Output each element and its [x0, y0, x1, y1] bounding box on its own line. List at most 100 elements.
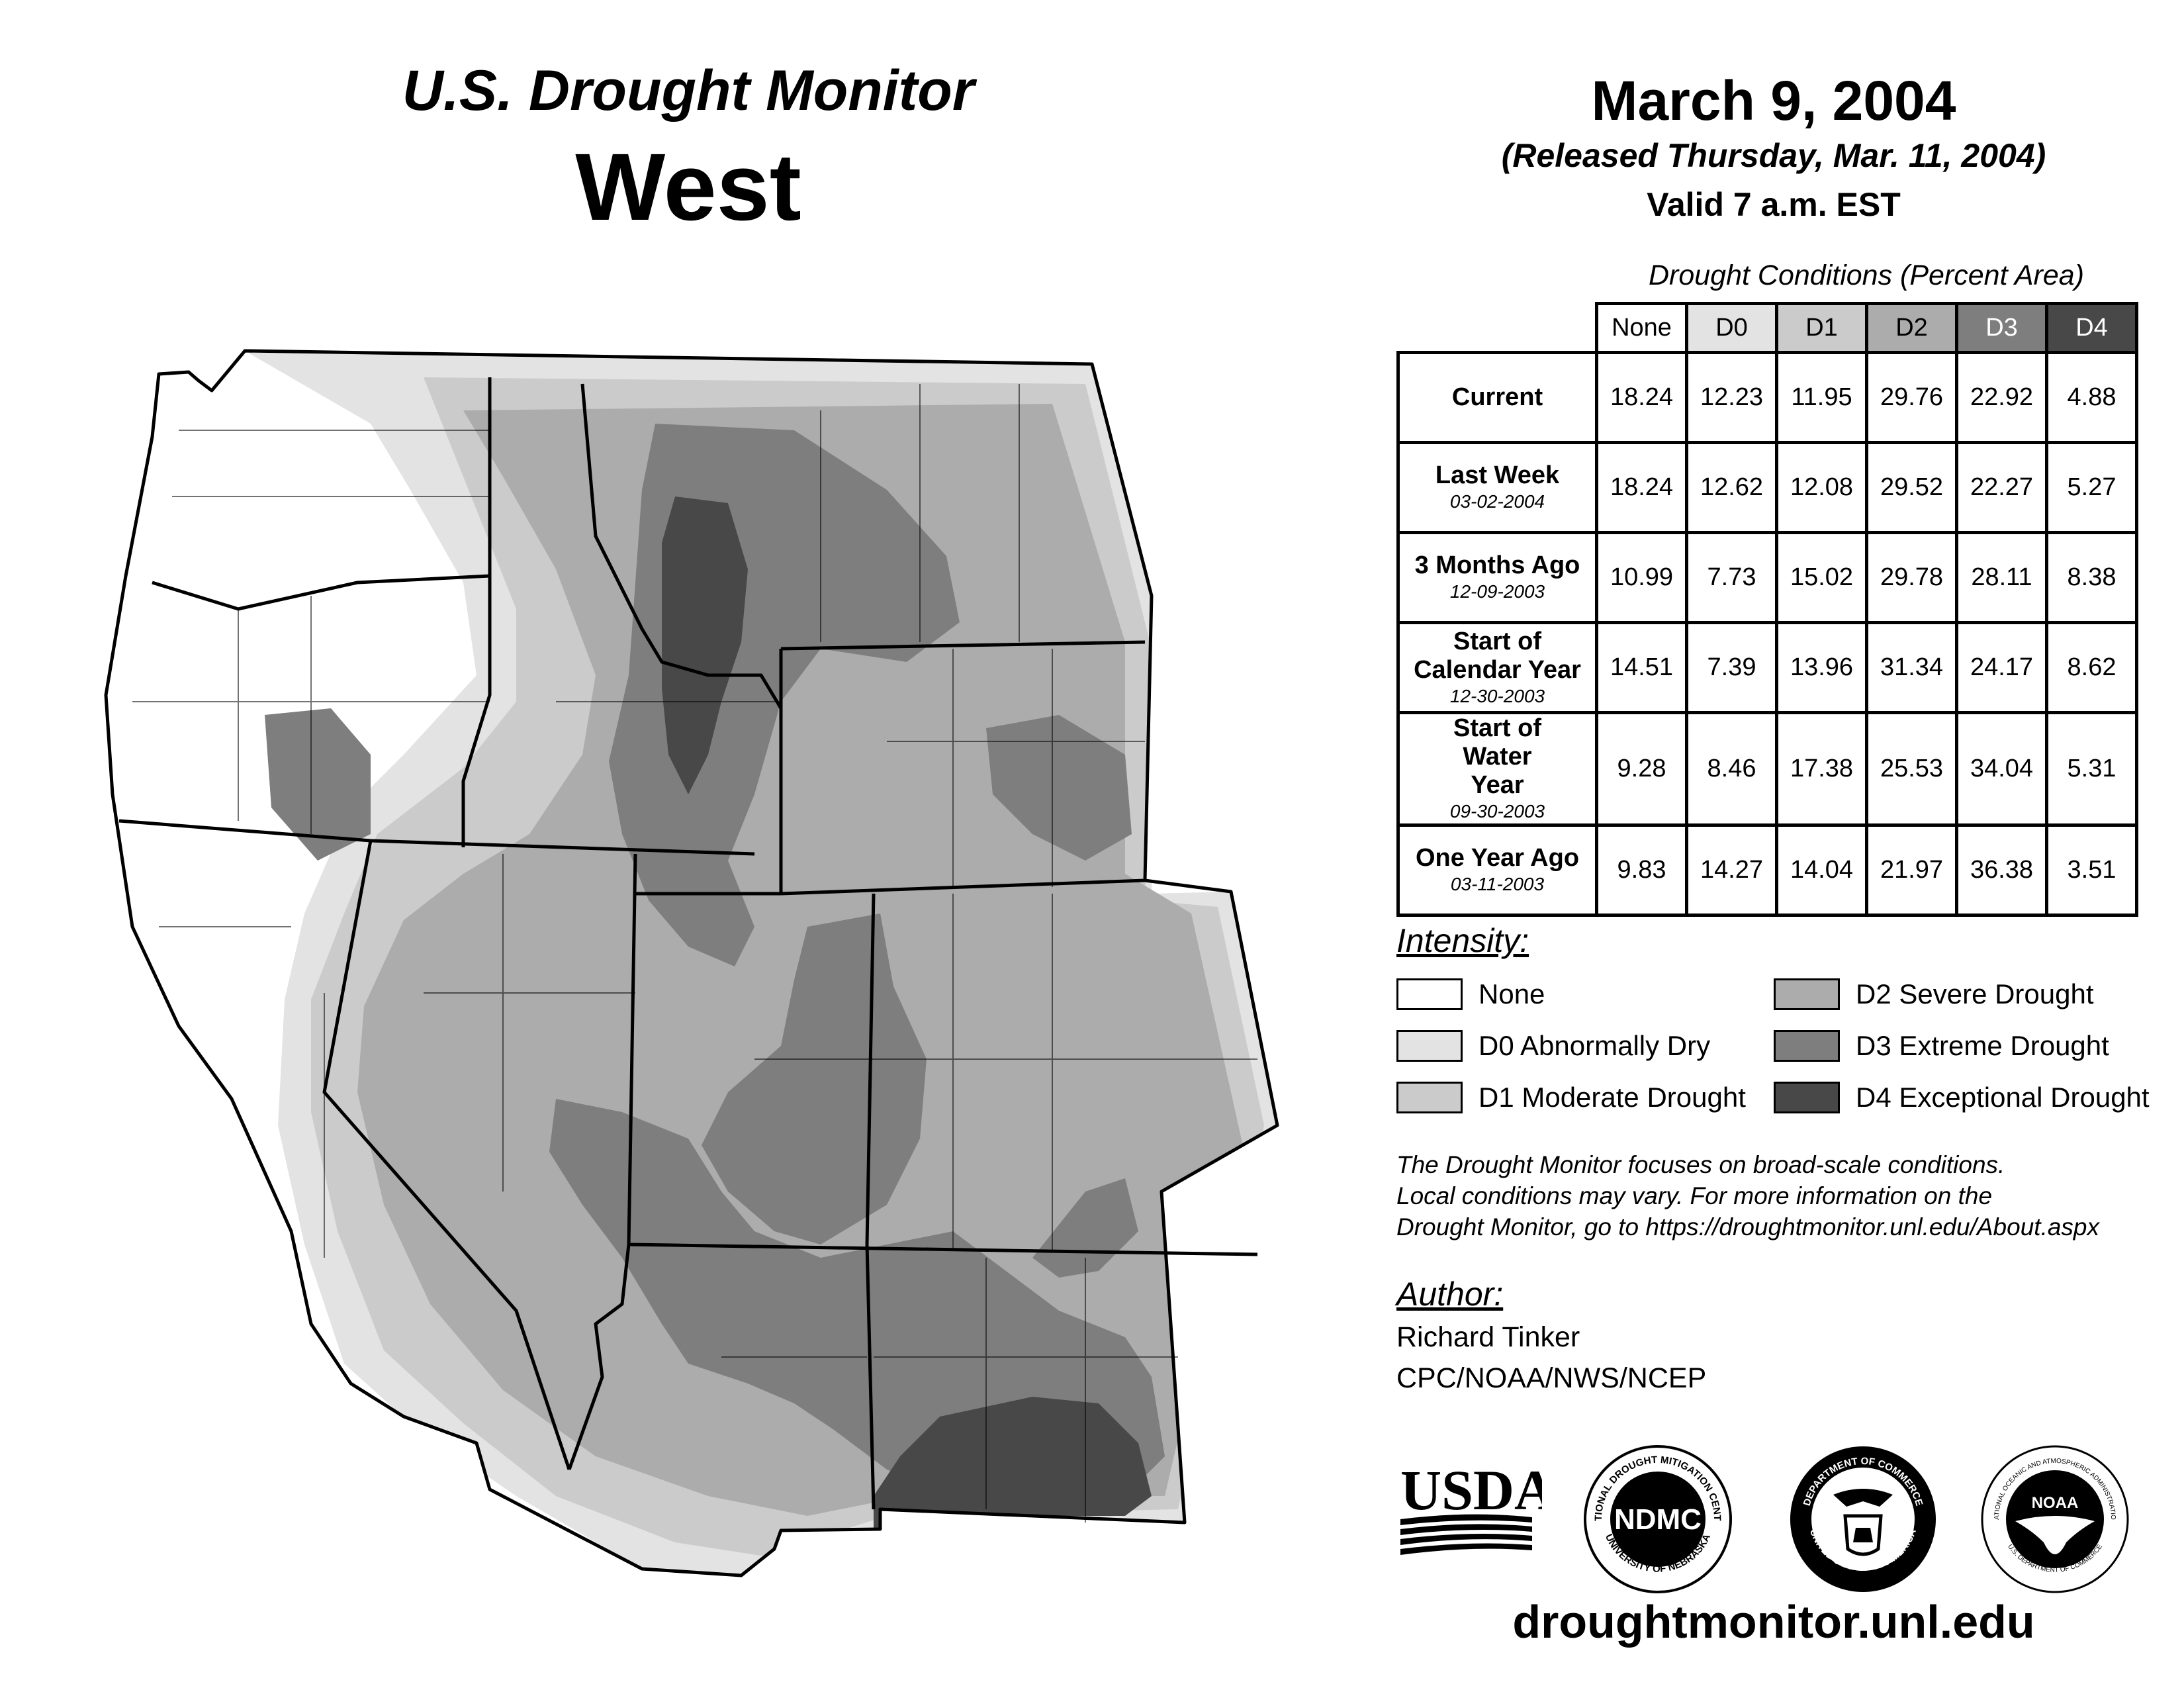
disclaimer-line: Local conditions may vary. For more info…: [1396, 1182, 1993, 1209]
nevada-utah-border: [627, 853, 637, 1245]
valid-time: Valid 7 a.m. EST: [1647, 186, 1901, 223]
row-label-text: Start of Calendar Year: [1414, 627, 1581, 684]
legend-item: None: [1396, 978, 1545, 1010]
table-cell: 18.24: [1595, 351, 1688, 444]
commerce-seal: DEPARTMENT OF COMMERCE UNITED STATES OF …: [1790, 1446, 1936, 1592]
table-cell: 12.23: [1685, 351, 1778, 444]
noaa-logo: NATIONAL OCEANIC AND ATMOSPHERIC ADMINIS…: [1979, 1443, 2129, 1593]
column-header: D3: [1955, 302, 2048, 354]
legend-title: Intensity:: [1396, 922, 1529, 959]
table-cell: 15.02: [1775, 531, 1868, 624]
state-boundaries: [104, 349, 1279, 1577]
table-cell: 11.95: [1775, 351, 1868, 444]
column-header: None: [1595, 302, 1688, 354]
table-cell: 4.88: [2045, 351, 2138, 444]
montana-wyoming-border: [780, 640, 1146, 651]
california-nevada-border: [322, 840, 571, 1470]
row-label: Start of Calendar Year 12-30-2003: [1396, 621, 1598, 714]
row-date: 12-30-2003: [1449, 685, 1545, 706]
table-cell: 24.17: [1955, 621, 2048, 714]
eagle-icon: [1833, 1489, 1893, 1507]
table-cell: 17.38: [1775, 711, 1868, 827]
row-label: 3 Months Ago 12-09-2003: [1396, 531, 1598, 624]
legend-label: D2 Severe Drought: [1856, 978, 2094, 1009]
column-header: D1: [1775, 302, 1868, 354]
ndmc-logo: NATIONAL DROUGHT MITIGATION CENTER UNIVE…: [1582, 1443, 1732, 1593]
table-row: One Year Ago 03-11-2003 9.83 14.27 14.04 …: [1396, 823, 2138, 917]
ndmc-logo-text: NDMC: [1614, 1503, 1702, 1536]
author-org: CPC/NOAA/NWS/NCEP: [1396, 1362, 1707, 1394]
legend-swatch: [1774, 1030, 1840, 1062]
row-label: Last Week 03-02-2004: [1396, 441, 1598, 534]
table-cell: 7.73: [1685, 531, 1778, 624]
table-cell: 14.04: [1775, 823, 1868, 917]
map-date: March 9, 2004: [1591, 70, 1956, 132]
usda-logo-text: USDA: [1400, 1458, 1542, 1522]
legend-item: D4 Exceptional Drought: [1774, 1082, 2150, 1113]
row-date: 12-09-2003: [1449, 581, 1545, 602]
idaho-west-border: [461, 377, 492, 847]
table-cell: 34.04: [1955, 711, 2048, 827]
table-cell: 28.11: [1955, 531, 2048, 624]
row-label: Start of Water Year 09-30-2003: [1396, 711, 1598, 827]
d3-extreme-drought-oregon: [265, 708, 371, 861]
four-corners-latitude: [628, 1243, 1258, 1256]
legend-swatch: [1396, 1082, 1463, 1113]
table-cell: 9.83: [1595, 823, 1688, 917]
table-cell: 5.27: [2045, 441, 2138, 534]
idaho-montana-border: [580, 383, 783, 710]
table-cell: 22.27: [1955, 441, 2048, 534]
table-cell: 18.24: [1595, 441, 1688, 534]
legend-label: D1 Moderate Drought: [1479, 1082, 1746, 1113]
author-name: Richard Tinker: [1396, 1321, 1580, 1353]
table-caption: Drought Conditions (Percent Area): [1648, 259, 2085, 291]
row-label: One Year Ago 03-11-2003: [1396, 823, 1598, 917]
row-label-text: Current: [1451, 383, 1543, 411]
table-cell: 14.51: [1595, 621, 1688, 714]
table-cell: 9.28: [1595, 711, 1688, 827]
table-row: Current 18.24 12.23 11.95 29.76 22.92 4.…: [1396, 351, 2138, 444]
legend-label: None: [1479, 978, 1545, 1009]
legend-item: D0 Abnormally Dry: [1396, 1030, 1710, 1062]
table-cell: 36.38: [1955, 823, 2048, 917]
table-cell: 8.38: [2045, 531, 2138, 624]
washington-oregon-border: [152, 574, 490, 611]
legend-swatch: [1774, 1082, 1840, 1113]
d4-exceptional-drought-montana-idaho: [662, 496, 748, 794]
table-cell: 14.27: [1685, 823, 1778, 917]
site-url[interactable]: droughtmonitor.unl.edu: [1512, 1596, 2035, 1648]
drought-stats-table: None D0 D1 D2 D3 D4 Current 18.24 12.23 …: [1396, 302, 2138, 917]
legend-item: D1 Moderate Drought: [1396, 1082, 1746, 1113]
row-date: 03-11-2003: [1450, 874, 1545, 894]
d3-extreme-drought-southwest: [549, 1099, 1165, 1496]
table-cell: 29.52: [1865, 441, 1958, 534]
table-row: Last Week 03-02-2004 18.24 12.62 12.08 29…: [1396, 441, 2138, 534]
disclaimer-line: Drought Monitor, go to https://droughtmo…: [1396, 1213, 2099, 1241]
legend-swatch: [1396, 1030, 1463, 1062]
column-header: D2: [1865, 302, 1958, 354]
release-date: (Released Thursday, Mar. 11, 2004): [1501, 137, 2046, 174]
legend-label: D0 Abnormally Dry: [1479, 1030, 1711, 1061]
arizona-west-border: [567, 1244, 631, 1470]
table-row: Start of Calendar Year 12-30-2003 14.51 7…: [1396, 621, 2138, 714]
county-lines: [132, 384, 1257, 1523]
drought-map: [104, 349, 1279, 1577]
column-header: D0: [1685, 302, 1778, 354]
table-cell: 8.46: [1685, 711, 1778, 827]
utah-colorado-border: [865, 893, 876, 1245]
table-cell: 7.39: [1685, 621, 1778, 714]
table-row: Start of Water Year 09-30-2003 9.28 8.46 …: [1396, 711, 2138, 827]
usda-logo: USDA: [1400, 1458, 1542, 1555]
d4-exceptional-drought-new-mexico: [874, 1397, 1152, 1575]
legend-item: D2 Severe Drought: [1774, 978, 2094, 1010]
noaa-logo-text: NOAA: [2032, 1494, 2079, 1512]
table-cell: 22.92: [1955, 351, 2048, 444]
table-cell: 5.31: [2045, 711, 2138, 827]
table-cell: 10.99: [1595, 531, 1688, 624]
table-cell: 25.53: [1865, 711, 1958, 827]
row-label-text: 3 Months Ago: [1414, 551, 1580, 579]
disclaimer: The Drought Monitor focuses on broad-sca…: [1396, 1149, 2177, 1243]
product-title: U.S. Drought Monitor: [402, 59, 975, 122]
row-label-text: Last Week: [1435, 461, 1560, 489]
wyoming-colorado-border: [780, 878, 1146, 896]
